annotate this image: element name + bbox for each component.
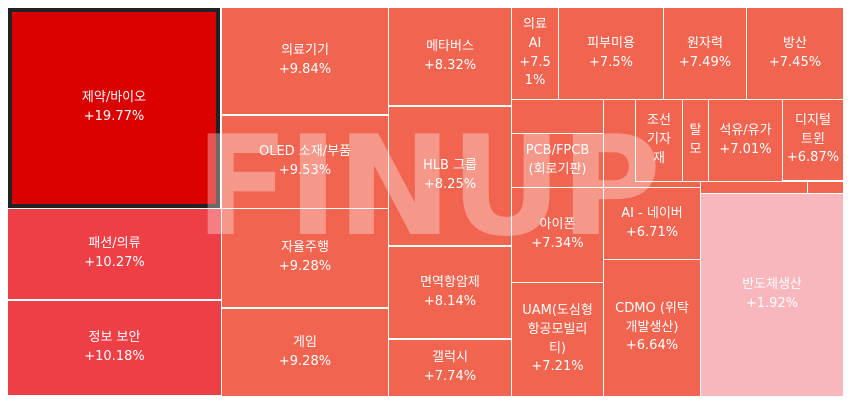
treemap-tile-메타버스[interactable]: 메타버스 +8.32% [389,8,511,105]
treemap-tile-uam도심형-항공모빌리-티[interactable]: UAM(도심형 항공모빌리 티) +7.21% [512,283,603,396]
tile-label: 면역항암제 [420,274,480,290]
tile-label: 정보 보안 [88,330,141,346]
tile-label: 패션/의류 [88,236,141,252]
tile-label: PCB/FPCB (회로기판) [525,142,590,177]
treemap-tile-정보-보안[interactable]: 정보 보안 +10.18% [8,301,221,395]
tile-label: 디지털 트윈 [795,112,831,147]
treemap-tile-갤럭시[interactable]: 갤럭시 +7.74% [389,340,511,396]
treemap-tile-의료-ai[interactable]: 의료 AI +7.5 1% [512,8,558,99]
tile-change-percent: +7.45% [768,54,822,70]
tile-change-percent: +9.53% [278,163,332,178]
treemap-tile-pcbfpcb-회로기판[interactable]: PCB/FPCB (회로기판) [512,134,603,187]
tile-change-percent: +7.74% [423,369,477,384]
tile-change-percent: +8.32% [423,57,477,73]
treemap-tile-게임[interactable]: 게임 +9.28% [222,309,388,396]
tile-label: OLED 소재/부품 [258,144,352,160]
treemap-tile-의료기기[interactable]: 의료기기 +9.84% [222,8,388,114]
tile-change-percent: +7.5 1% [519,54,551,89]
tile-change-percent: +7.01% [719,141,772,157]
treemap-tile-자율주행[interactable]: 자율주행 +9.28% [222,209,388,307]
tile-change-percent: +7.5% [589,54,633,70]
tile-change-percent: +1.92% [745,296,799,311]
treemap-tile-hlb-그룹[interactable]: HLB 그룹 +8.25% [389,107,511,245]
tile-change-percent: +9.28% [278,259,332,274]
tile-change-percent: +19.77% [83,109,145,124]
treemap-tile-oled-소재부품[interactable]: OLED 소재/부품 +9.53% [222,116,388,208]
treemap-tile-아이폰[interactable]: 아이폰 +7.34% [512,188,603,282]
tile-label: CDMO (위탁 개발생산) [615,300,689,335]
tile-label: 의료 AI [523,16,547,51]
treemap-tile-제약바이오[interactable]: 제약/바이오 +19.77% [8,8,220,208]
tile-label: 게임 [293,334,317,350]
treemap-tile-ai---네이버[interactable]: AI - 네이버 +6.71% [604,188,700,259]
tile-label: 아이폰 [539,217,576,233]
treemap-tile-25[interactable] [512,100,603,133]
tile-change-percent: +6.71% [625,224,679,240]
treemap-tile-디지털-트윈[interactable]: 디지털 트윈 +6.87% [783,100,843,180]
treemap-tile-원자력[interactable]: 원자력 +7.49% [664,8,746,99]
tile-label: 방산 [783,35,807,51]
tile-change-percent: +9.28% [278,353,332,369]
tile-label: 의료기기 [281,43,329,59]
tile-label: 자율주행 [281,240,329,256]
tile-label: 탈 모 [689,122,702,157]
treemap-tile-cdmo-위탁-개발생산[interactable]: CDMO (위탁 개발생산) +6.64% [604,260,700,396]
tile-change-percent: +6.87% [786,150,840,166]
tile-change-percent: +7.49% [678,54,732,70]
tile-label: 원자력 [687,35,723,51]
treemap-tile-탈-모[interactable]: 탈 모 [683,100,708,181]
tile-label: 석유/유가 [719,122,772,138]
tile-label: 제약/바이오 [81,90,147,106]
tile-label: 피부미용 [587,35,635,51]
treemap-tile-29[interactable] [604,182,700,187]
tile-label: 메타버스 [426,38,474,54]
tile-label: 갤럭시 [432,350,468,366]
tile-change-percent: +9.84% [278,62,332,77]
treemap-tile-방산[interactable]: 방산 +7.45% [747,8,843,99]
treemap-tile-26[interactable] [604,100,635,187]
treemap-tile-반도체생산[interactable]: 반도체생산 +1.92% [701,194,843,396]
tile-change-percent: +7.21% [531,359,584,375]
treemap-tile-28[interactable] [808,182,843,193]
tile-change-percent: +7.34% [531,236,584,251]
treemap-tile-27[interactable] [701,182,807,193]
tile-label: HLB 그룹 [423,158,477,174]
tile-change-percent: +10.27% [84,255,145,270]
tile-change-percent: +8.14% [423,293,477,309]
treemap-tile-석유유가[interactable]: 석유/유가 +7.01% [709,100,782,181]
tile-label: 반도체생산 [742,277,802,293]
tile-label: UAM(도심형 항공모빌리 티) [522,302,593,356]
tile-change-percent: +10.18% [84,349,145,364]
treemap-tile-패션의류[interactable]: 패션/의류 +10.27% [8,209,221,299]
tile-change-percent: +6.64% [625,338,679,354]
tile-label: 조선 기자 재 [647,113,671,166]
tile-label: AI - 네이버 [621,205,683,221]
treemap-tile-조선-기자-재[interactable]: 조선 기자 재 [636,100,682,181]
treemap-tile-면역항암제[interactable]: 면역항암제 +8.14% [389,247,511,338]
tile-change-percent: +8.25% [423,177,477,192]
treemap-tile-피부미용[interactable]: 피부미용 +7.5% [559,8,663,99]
